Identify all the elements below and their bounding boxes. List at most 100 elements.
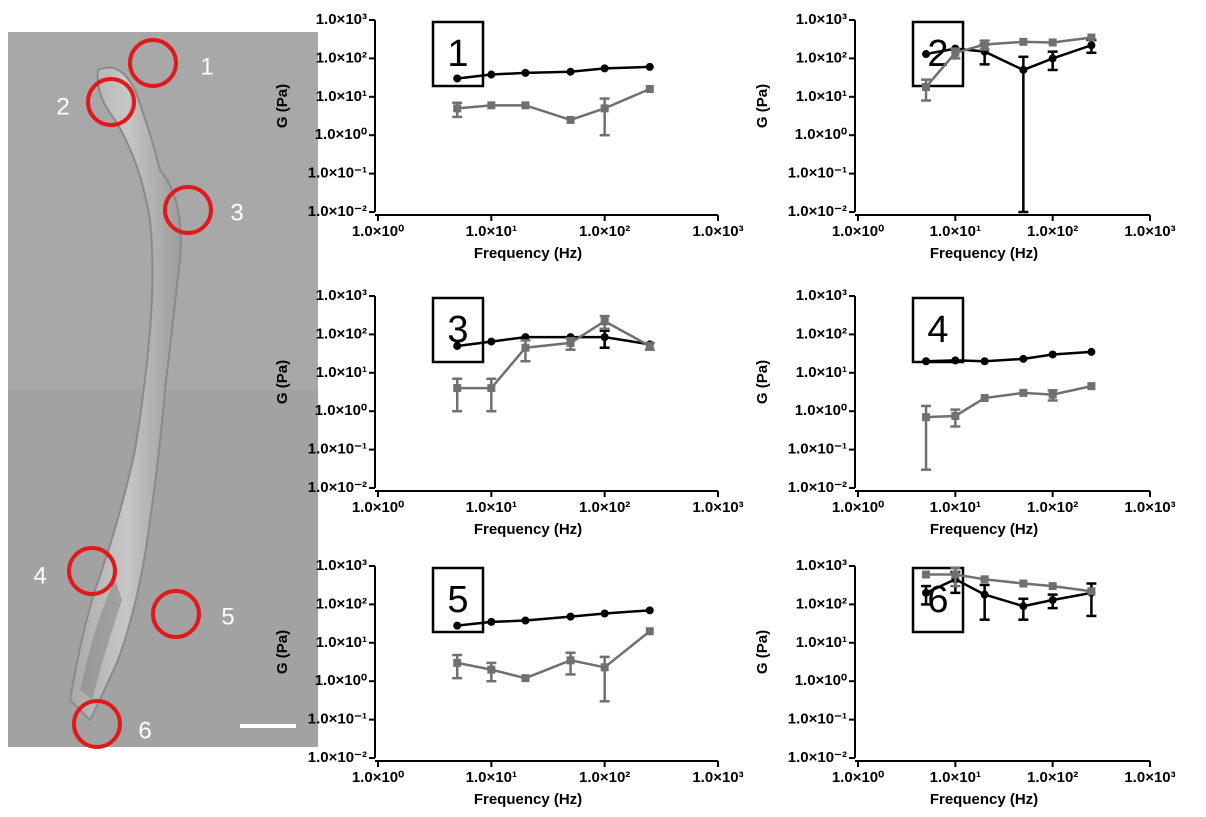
marker bbox=[566, 115, 575, 124]
panel-label: 1 bbox=[447, 33, 468, 75]
x-tick-label: 1.0×10¹ bbox=[930, 223, 981, 240]
marker bbox=[1019, 579, 1028, 588]
x-tick-label: 1.0×10³ bbox=[1124, 499, 1175, 516]
x-tick-label: 1.0×10¹ bbox=[930, 499, 981, 516]
x-axis-label: Frequency (Hz) bbox=[930, 791, 1038, 808]
marker bbox=[1019, 354, 1028, 363]
y-tick-label: 1.0×10¹ bbox=[316, 634, 367, 651]
x-tick-label: 1.0×10² bbox=[1027, 499, 1078, 516]
marker bbox=[487, 70, 496, 79]
x-tick-label: 1.0×10³ bbox=[1124, 769, 1175, 786]
panel-label: 2 bbox=[927, 33, 948, 75]
y-tick-label: 1.0×10³ bbox=[796, 557, 847, 574]
marker-label: 5 bbox=[221, 603, 234, 630]
panel-label-box bbox=[431, 296, 485, 364]
y-tick-label: 1.0×10² bbox=[316, 595, 367, 612]
series-line bbox=[457, 335, 650, 348]
marker bbox=[521, 68, 530, 77]
y-tick-label: 1.0×10² bbox=[316, 325, 367, 342]
y-tick-label: 1.0×10⁻¹ bbox=[788, 711, 847, 728]
chart: 1.0×10⁻² 1.0×10⁻¹ 1.0×10⁰ 1.0×10¹ 1.0×10² 1.0… bbox=[274, 11, 744, 262]
marker bbox=[487, 617, 496, 626]
marker-circle bbox=[86, 77, 136, 127]
marker bbox=[645, 341, 654, 350]
chart: 1.0×10⁻² 1.0×10⁻¹ 1.0×10⁰ 1.0×10¹ 1.0×10² 1.0… bbox=[754, 557, 1176, 808]
image-lower-tile bbox=[8, 390, 318, 747]
y-tick-label: 1.0×10⁻² bbox=[308, 203, 367, 220]
series-line bbox=[457, 87, 651, 122]
marker bbox=[600, 333, 609, 342]
y-tick-label: 1.0×10⁰ bbox=[315, 126, 367, 143]
marker-label: 4 bbox=[33, 562, 46, 589]
x-tick-label: 1.0×10¹ bbox=[466, 769, 517, 786]
marker bbox=[521, 101, 530, 110]
y-tick-label: 1.0×10⁻² bbox=[788, 479, 847, 496]
marker bbox=[980, 40, 989, 49]
marker bbox=[453, 384, 462, 393]
marker bbox=[922, 588, 931, 597]
marker bbox=[922, 570, 931, 579]
marker bbox=[645, 606, 654, 615]
panel-label: 5 bbox=[447, 579, 468, 621]
cell-body bbox=[80, 580, 122, 700]
marker bbox=[1087, 347, 1096, 356]
marker bbox=[1019, 37, 1028, 46]
y-tick-label: 1.0×10² bbox=[796, 49, 847, 66]
chart: 1.0×10⁻² 1.0×10⁻¹ 1.0×10⁰ 1.0×10¹ 1.0×10² 1.0… bbox=[274, 287, 744, 538]
panel-label: 4 bbox=[927, 309, 948, 351]
marker bbox=[453, 74, 462, 83]
x-tick-label: 1.0×10² bbox=[579, 499, 630, 516]
series-line bbox=[457, 319, 651, 390]
series-line bbox=[926, 573, 1092, 593]
marker bbox=[521, 343, 530, 352]
series-line bbox=[457, 65, 650, 80]
y-tick-label: 1.0×10⁻¹ bbox=[308, 441, 367, 458]
marker bbox=[980, 575, 989, 584]
x-tick-label: 1.0×10⁰ bbox=[352, 499, 404, 516]
y-axis-label: G (Pa) bbox=[754, 360, 771, 404]
marker bbox=[453, 621, 462, 630]
marker bbox=[600, 64, 609, 73]
chart: 1.0×10⁻² 1.0×10⁻¹ 1.0×10⁰ 1.0×10¹ 1.0×10² 1.0… bbox=[754, 287, 1176, 538]
y-axis-label: G (Pa) bbox=[274, 630, 291, 674]
marker-circle bbox=[67, 546, 117, 596]
x-tick-label: 1.0×10⁰ bbox=[832, 223, 884, 240]
marker bbox=[487, 384, 496, 393]
x-axis-label: Frequency (Hz) bbox=[474, 245, 582, 262]
marker bbox=[980, 394, 989, 403]
marker bbox=[487, 665, 496, 674]
x-tick-label: 1.0×10² bbox=[579, 223, 630, 240]
marker bbox=[600, 104, 609, 113]
y-tick-label: 1.0×10⁻² bbox=[788, 749, 847, 766]
x-tick-label: 1.0×10⁰ bbox=[352, 769, 404, 786]
marker bbox=[453, 658, 462, 667]
marker bbox=[1048, 390, 1057, 399]
series-line bbox=[925, 384, 1092, 419]
y-tick-label: 1.0×10⁻¹ bbox=[308, 711, 367, 728]
x-tick-label: 1.0×10¹ bbox=[466, 223, 517, 240]
x-tick-label: 1.0×10³ bbox=[1124, 223, 1175, 240]
chart: 1.0×10⁻² 1.0×10⁻¹ 1.0×10⁰ 1.0×10¹ 1.0×10² 1.0… bbox=[274, 557, 744, 808]
chart: 1.0×10⁻² 1.0×10⁻¹ 1.0×10⁰ 1.0×10¹ 1.0×10² 1.0… bbox=[754, 11, 1176, 262]
x-tick-label: 1.0×10³ bbox=[692, 499, 743, 516]
marker bbox=[1048, 350, 1057, 359]
marker bbox=[566, 656, 575, 665]
y-axis-label: G (Pa) bbox=[754, 84, 771, 128]
y-tick-label: 1.0×10³ bbox=[316, 11, 367, 28]
marker bbox=[453, 104, 462, 113]
marker-label: 6 bbox=[138, 717, 151, 744]
x-axis-label: Frequency (Hz) bbox=[474, 521, 582, 538]
x-tick-label: 1.0×10¹ bbox=[930, 769, 981, 786]
marker bbox=[645, 627, 654, 636]
y-tick-label: 1.0×10¹ bbox=[796, 364, 847, 381]
y-tick-label: 1.0×10⁻¹ bbox=[308, 165, 367, 182]
marker bbox=[980, 590, 989, 599]
y-tick-label: 1.0×10⁰ bbox=[795, 672, 847, 689]
y-tick-label: 1.0×10¹ bbox=[316, 88, 367, 105]
marker bbox=[600, 663, 609, 672]
marker-label: 2 bbox=[56, 93, 69, 120]
marker bbox=[1087, 382, 1096, 391]
series-line bbox=[456, 630, 651, 680]
x-tick-label: 1.0×10² bbox=[1027, 223, 1078, 240]
